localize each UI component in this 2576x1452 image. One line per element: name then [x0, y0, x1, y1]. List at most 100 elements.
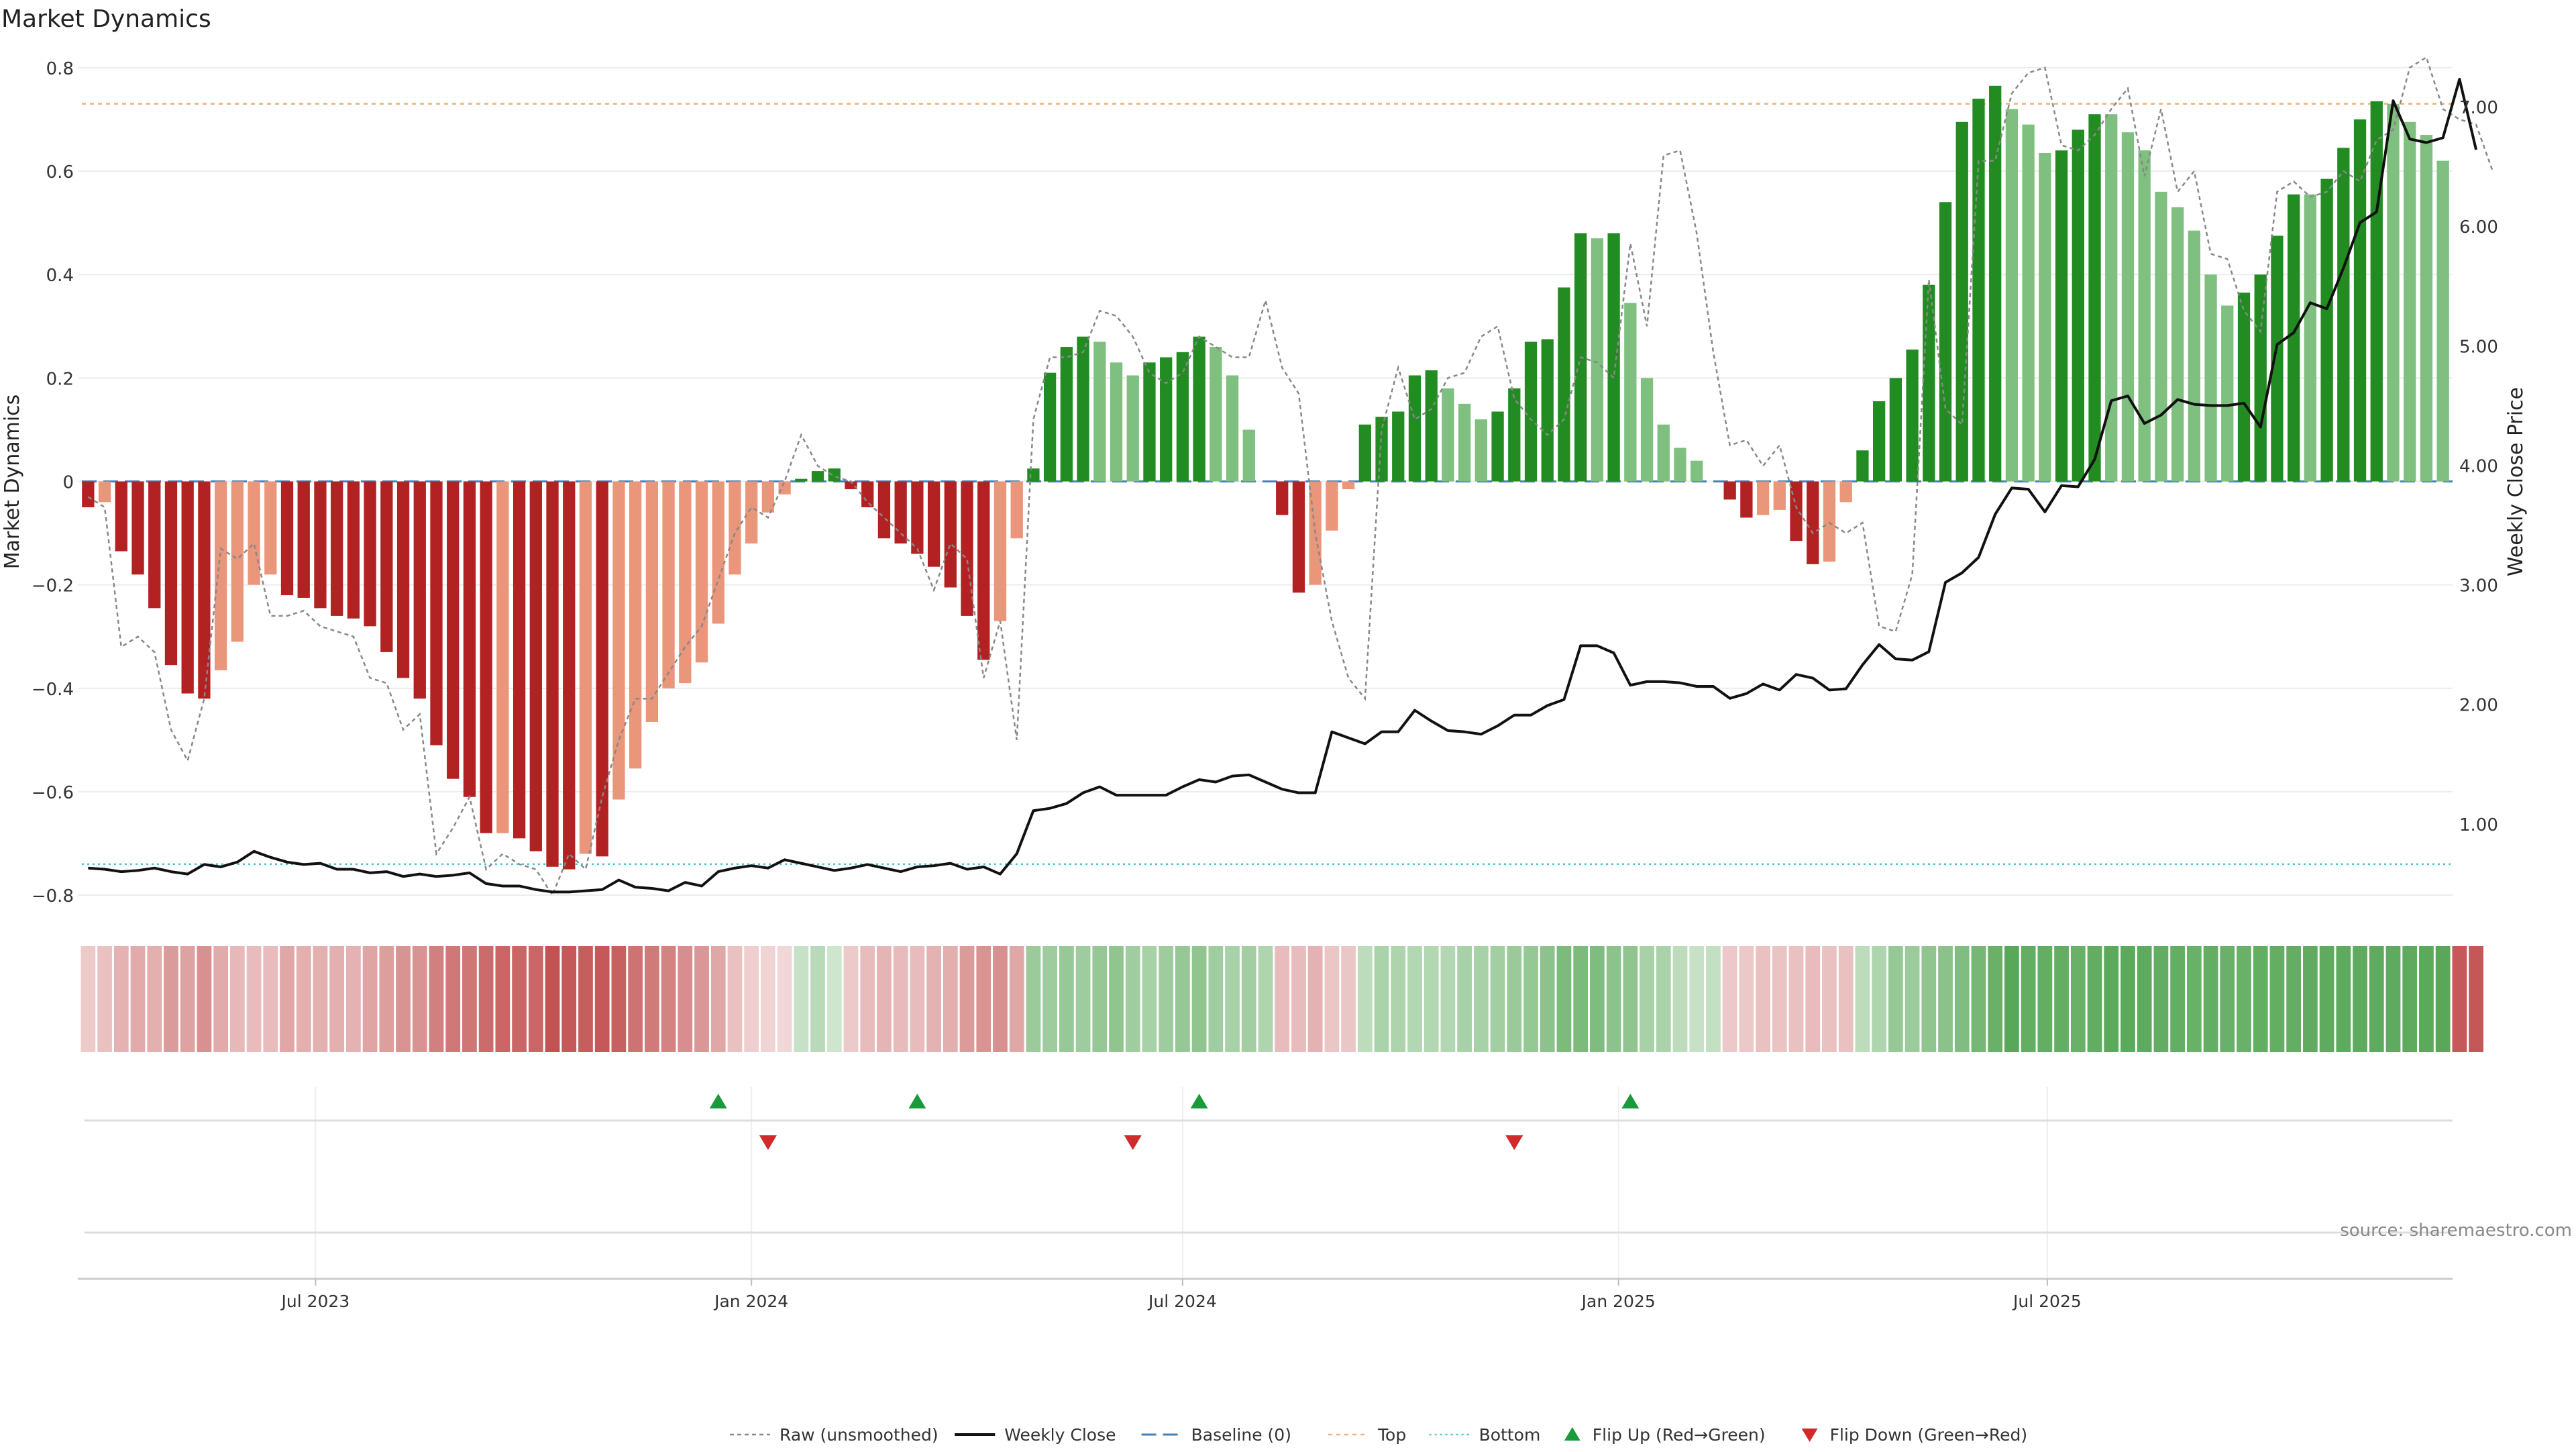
dynamics-bar — [778, 481, 791, 495]
heat-strip-cell — [2253, 946, 2268, 1052]
heat-strip-cell — [2037, 946, 2053, 1052]
dynamics-bar — [1458, 403, 1471, 482]
dynamics-bar — [82, 481, 95, 508]
heat-strip-cell — [1722, 946, 1737, 1052]
chart-title: Market Dynamics — [1, 5, 211, 33]
heat-strip-cell — [1009, 946, 1024, 1052]
dynamics-bar — [961, 481, 973, 616]
heat-strip-cell — [578, 946, 593, 1052]
y-left-tick-label: 0.8 — [46, 59, 74, 79]
heat-strip-cell — [329, 946, 345, 1052]
dynamics-bar — [1093, 342, 1106, 482]
dynamics-bar — [828, 468, 841, 482]
dynamics-bar — [2155, 191, 2167, 482]
dynamics-bar — [2404, 121, 2416, 482]
y-left-axis-label: Market Dynamics — [1, 395, 24, 570]
flip-up-marker — [1621, 1094, 1640, 1108]
y-right-axis-label: Weekly Close Price — [2504, 387, 2528, 576]
dynamics-bar — [1723, 481, 1736, 500]
dynamics-bar — [2055, 150, 2068, 482]
heat-strip-cell — [1540, 946, 1555, 1052]
dynamics-bar — [2370, 101, 2383, 482]
flip-down-marker — [1124, 1135, 1142, 1150]
heat-strip-cell — [794, 946, 809, 1052]
heat-strip-cell — [130, 946, 146, 1052]
dynamics-bar — [2288, 194, 2300, 482]
y-left-tick-label: −0.6 — [32, 783, 74, 803]
heat-strip-cell — [1075, 946, 1091, 1052]
y-right-tick-label: 3.00 — [2459, 576, 2498, 597]
legend-label-flip_down: Flip Down (Green→Red) — [1830, 1425, 2028, 1445]
dynamics-bar — [1226, 375, 1239, 482]
heat-strip-cell — [877, 946, 892, 1052]
heat-strip-cell — [379, 946, 394, 1052]
heat-strip-cell — [313, 946, 328, 1052]
dynamics-bar — [463, 481, 476, 797]
dynamics-bar — [927, 481, 941, 567]
dynamics-bar — [1856, 450, 1869, 482]
dynamics-bar — [1640, 378, 1654, 482]
dynamics-bar — [712, 481, 724, 624]
dynamics-bar — [944, 481, 957, 588]
heat-strip-cell — [1838, 946, 1854, 1052]
dynamics-bar — [1292, 481, 1305, 593]
heat-strip-cell — [2237, 946, 2251, 1052]
heat-strip-cell — [2435, 946, 2451, 1052]
heat-strip-cell — [296, 946, 311, 1052]
dynamics-bar — [662, 481, 675, 688]
dynamics-bar — [2171, 207, 2184, 482]
dynamics-bar — [2022, 124, 2035, 482]
legend-label-close: Weekly Close — [1004, 1425, 1116, 1445]
heat-strip-cell — [164, 946, 178, 1052]
dynamics-bar — [214, 481, 227, 670]
heat-strip-cell — [2286, 946, 2302, 1052]
dynamics-bar — [364, 481, 376, 627]
dynamics-bar — [1889, 378, 1902, 482]
dynamics-bar — [1524, 342, 1538, 482]
y-left-tick-label: 0.6 — [46, 162, 74, 183]
heat-strip-cell — [1921, 946, 1937, 1052]
dynamics-bar — [2088, 114, 2101, 482]
flip-down-marker — [759, 1135, 777, 1150]
dynamics-bar — [894, 481, 907, 543]
heat-strip-cell — [2369, 946, 2384, 1052]
y-left-tick-label: −0.2 — [32, 576, 74, 597]
dynamics-bar — [529, 481, 542, 851]
y-left-tick-label: −0.8 — [32, 886, 74, 906]
heat-strip-cell — [1507, 946, 1522, 1052]
legend-label-top: Top — [1377, 1425, 1406, 1445]
y-left-tick-label: −0.4 — [32, 680, 74, 700]
heat-strip-cell — [2137, 946, 2152, 1052]
y-left-tick-label: 0 — [62, 473, 74, 493]
heat-strip-cell — [462, 946, 477, 1052]
heat-strip-cell — [628, 946, 643, 1052]
dynamics-bar — [1674, 448, 1686, 482]
heat-strip-cell — [528, 946, 543, 1052]
dynamics-bar — [1756, 481, 1770, 515]
heat-strip-cell — [1026, 946, 1041, 1052]
dynamics-bar — [729, 481, 741, 575]
dynamics-bar — [331, 481, 343, 616]
dynamics-bar — [2072, 129, 2084, 482]
heat-strip-cell — [810, 946, 825, 1052]
heat-strip-cell — [1424, 946, 1439, 1052]
dynamics-bar — [2436, 160, 2449, 482]
heat-strip-cell — [910, 946, 925, 1052]
heat-strip-cell — [694, 946, 709, 1052]
dynamics-bar — [1923, 284, 1935, 482]
heat-strip-cell — [1556, 946, 1572, 1052]
dynamics-bar — [264, 481, 277, 575]
dynamics-bar — [1807, 481, 1819, 564]
dynamics-bar — [2304, 194, 2317, 482]
legend-swatch-flip-down — [1801, 1429, 1818, 1442]
dynamics-bar — [1939, 202, 1952, 482]
heat-strip-cell — [2303, 946, 2318, 1052]
x-tick-label: Jul 2023 — [280, 1292, 350, 1311]
dynamics-bar — [1143, 362, 1156, 482]
heat-strip-cell — [993, 946, 1008, 1052]
heat-strip-cell — [412, 946, 427, 1052]
heat-strip-cell — [1357, 946, 1373, 1052]
heat-strip-cell — [2319, 946, 2334, 1052]
heat-strip-cell — [2220, 946, 2235, 1052]
dynamics-bar — [198, 481, 211, 699]
